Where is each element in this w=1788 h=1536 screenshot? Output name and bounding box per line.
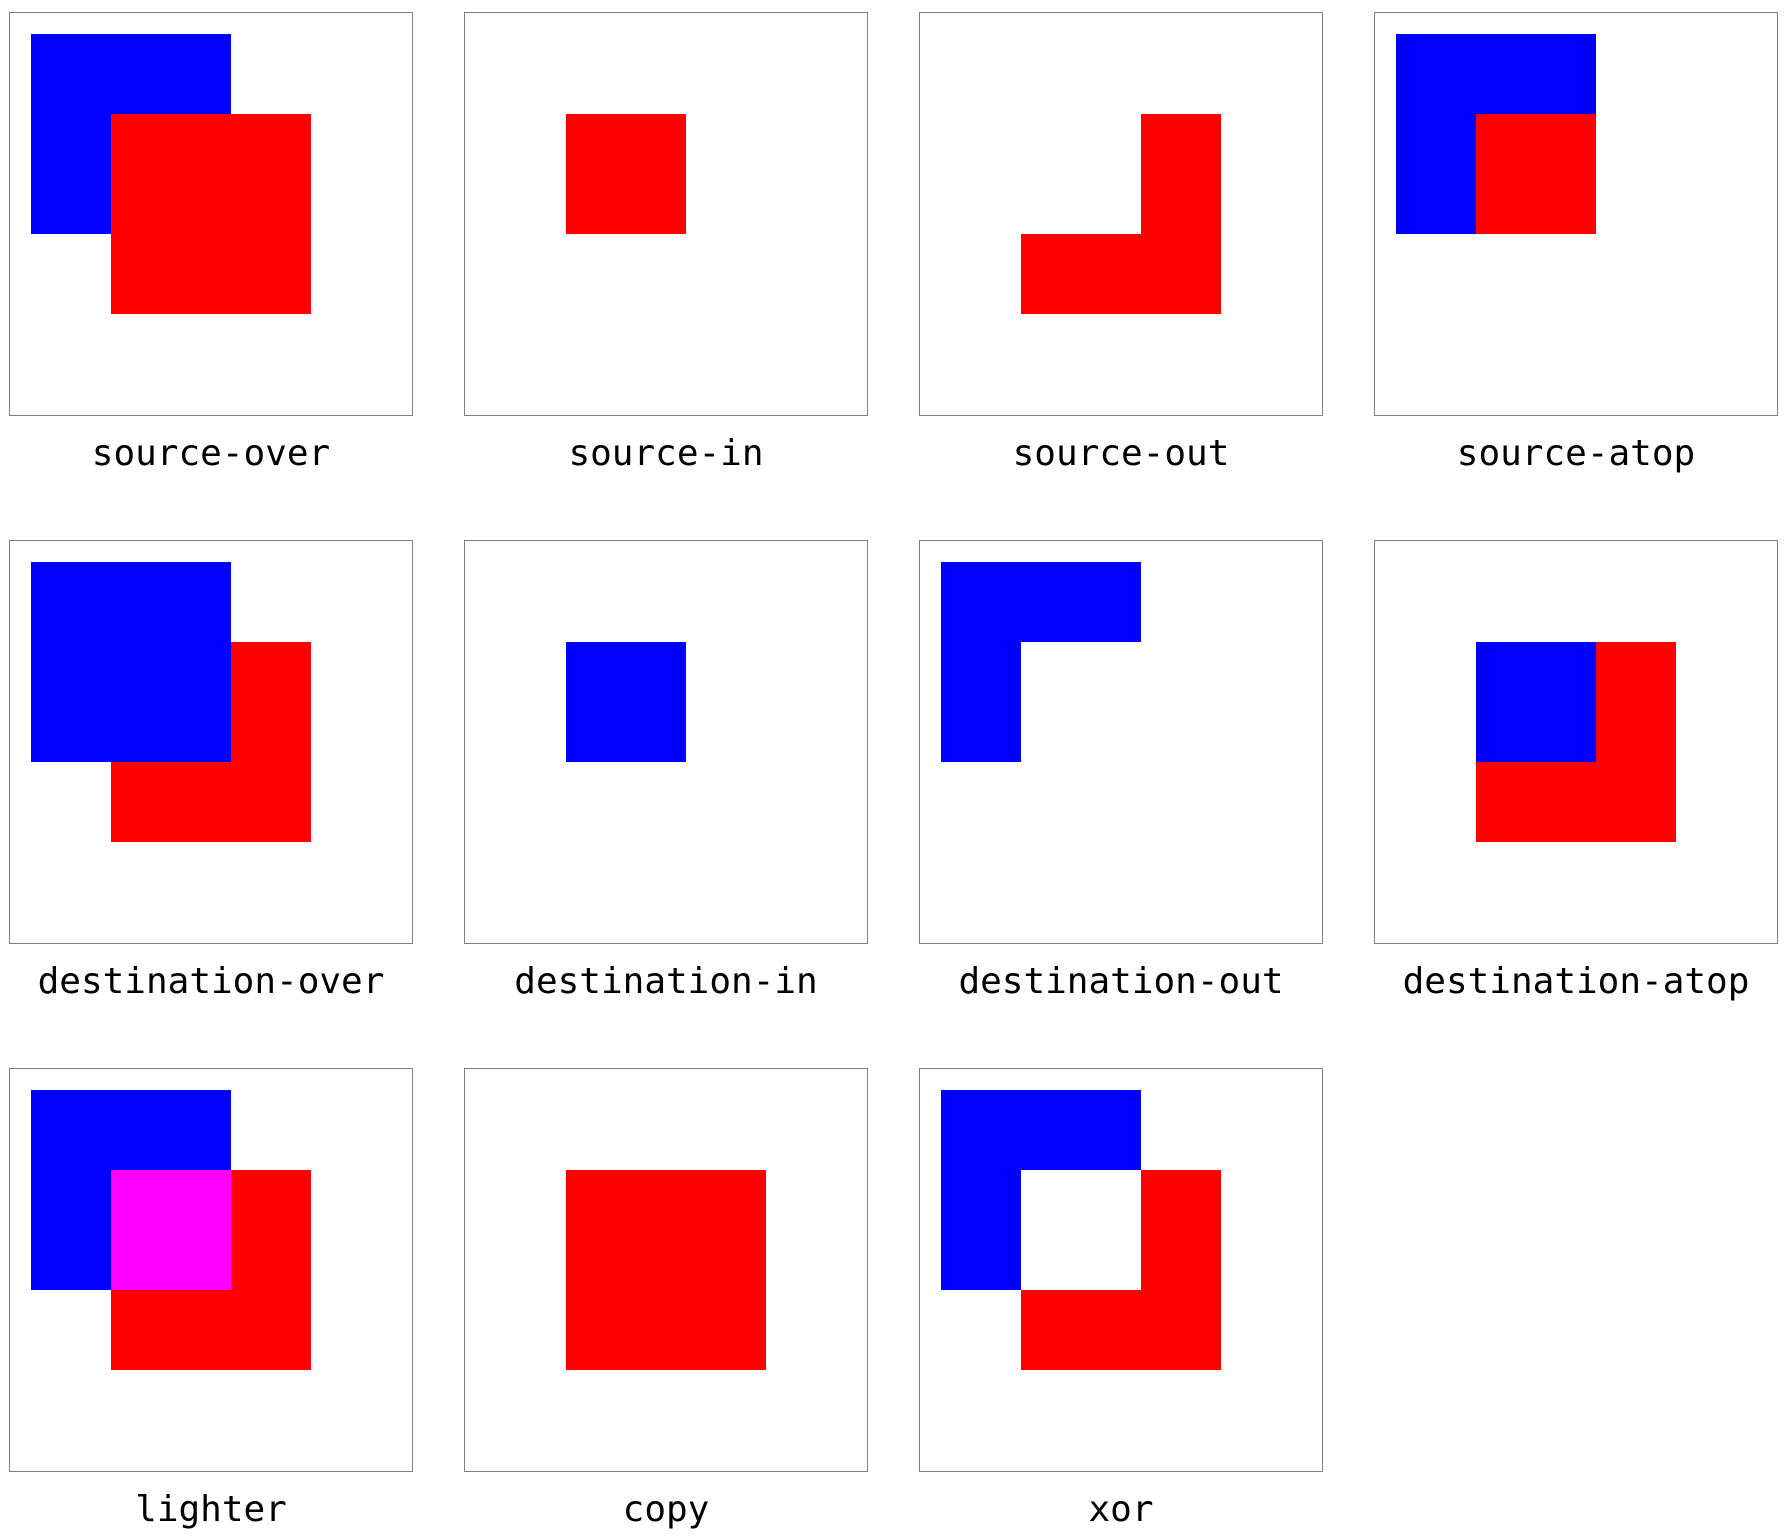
mode-label: copy [622, 1489, 710, 1530]
lighter-overlap-region [111, 1170, 231, 1290]
composite-canvas [464, 12, 868, 416]
destination-outside-region [941, 562, 1141, 762]
mode-label: source-in [568, 433, 764, 474]
mode-label: destination-atop [1402, 961, 1750, 1002]
destination-overlap-region [566, 642, 686, 762]
mode-label: destination-in [514, 961, 818, 1002]
mode-label: xor [1088, 1489, 1154, 1530]
composite-canvas [9, 540, 413, 944]
composite-canvas [919, 12, 1323, 416]
composite-canvas [919, 540, 1323, 944]
destination-outside-region [941, 1090, 1141, 1290]
destination-overlap-region [1476, 642, 1596, 762]
source-outside-region [1021, 1170, 1221, 1370]
composite-canvas [1374, 12, 1778, 416]
source-overlap-region [1476, 114, 1596, 234]
source-square [566, 1170, 766, 1370]
mode-label: source-over [91, 433, 331, 474]
source-overlap-region [566, 114, 686, 234]
mode-label: source-atop [1456, 433, 1696, 474]
composite-canvas [464, 540, 868, 944]
composite-canvas [9, 1068, 413, 1472]
mode-label: lighter [135, 1489, 287, 1530]
mode-label: destination-over [37, 961, 385, 1002]
composite-canvas [9, 12, 413, 416]
mode-label: source-out [1012, 433, 1230, 474]
mode-label: destination-out [958, 961, 1284, 1002]
composite-canvas [1374, 540, 1778, 944]
source-outside-region [1021, 114, 1221, 314]
composite-canvas [919, 1068, 1323, 1472]
source-square [111, 114, 311, 314]
destination-square [31, 562, 231, 762]
composite-canvas [464, 1068, 868, 1472]
